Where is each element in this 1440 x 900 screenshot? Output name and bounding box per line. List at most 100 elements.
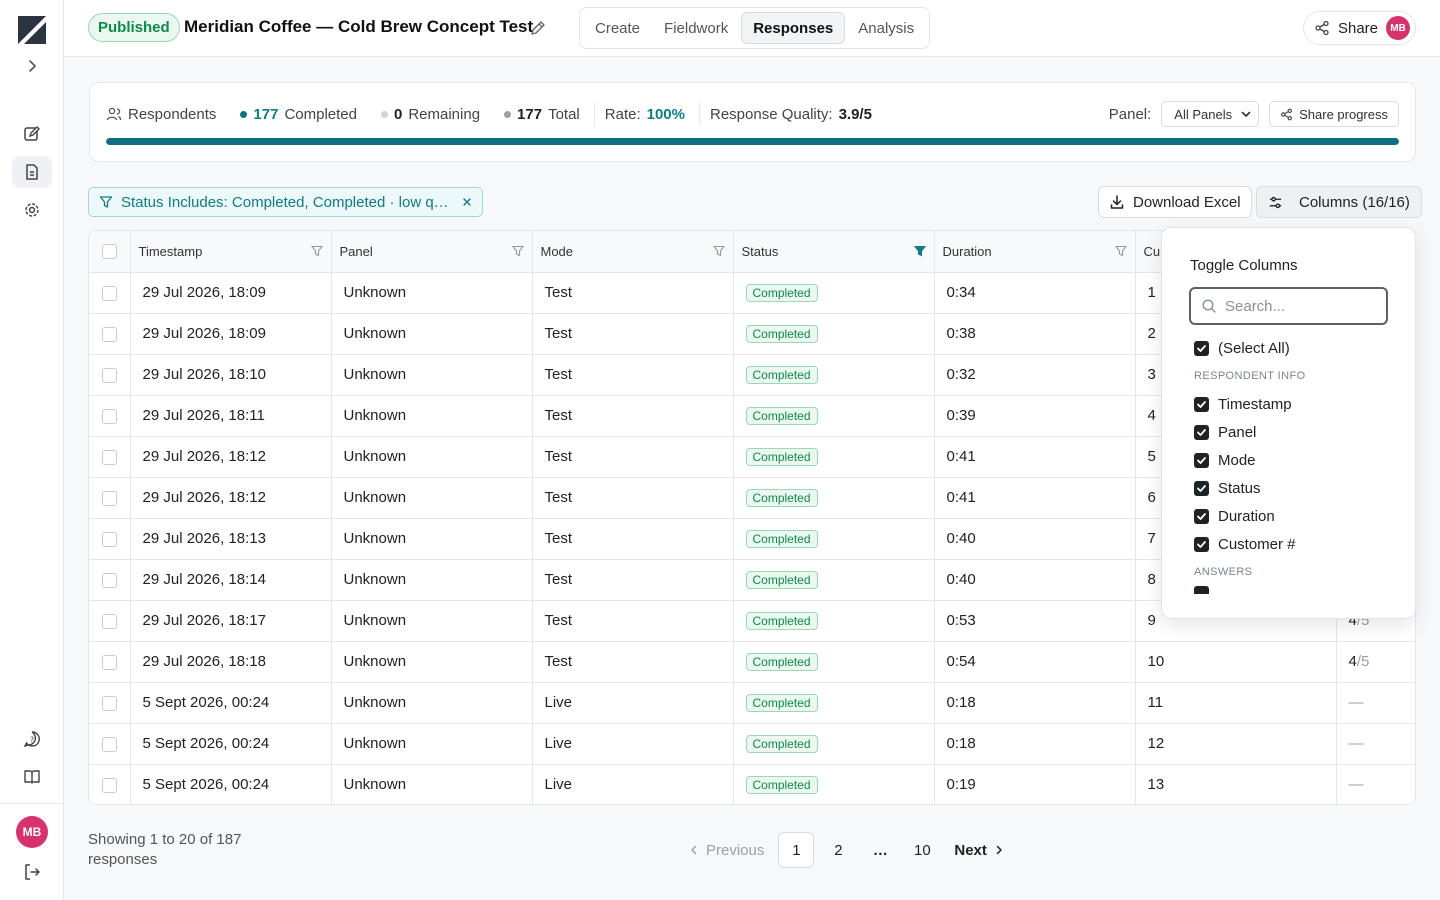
previous-page-button[interactable]: Previous xyxy=(680,832,772,868)
download-icon xyxy=(1110,195,1124,209)
col-mode[interactable]: Mode xyxy=(532,231,734,273)
column-toggle-label: Panel xyxy=(1218,423,1257,441)
row-checkbox[interactable] xyxy=(101,285,117,301)
cell-timestamp: 29 Jul 2026, 18:18 xyxy=(130,641,332,683)
column-toggle[interactable]: Timestamp xyxy=(1194,390,1405,418)
check-icon xyxy=(1197,400,1206,408)
status-badge: Completed xyxy=(745,570,818,589)
row-checkbox[interactable] xyxy=(101,531,117,547)
cell-mode: Test xyxy=(532,354,734,396)
filter-icon[interactable] xyxy=(1114,245,1127,257)
share-progress-button[interactable]: Share progress xyxy=(1269,101,1399,127)
tab-analysis[interactable]: Analysis xyxy=(858,19,915,37)
status-filter-chip[interactable]: Status Includes: Completed, Completed · … xyxy=(88,187,483,217)
close-icon[interactable] xyxy=(462,197,472,207)
filter-active-icon[interactable] xyxy=(913,245,926,257)
table-row[interactable]: 5 Sept 2026, 00:24 Unknown Live Completed 0:… xyxy=(89,764,1415,804)
column-toggle-partial[interactable] xyxy=(1194,586,1405,594)
select-all-toggle[interactable]: (Select All) xyxy=(1194,334,1405,362)
checkbox-checked[interactable] xyxy=(1194,508,1209,524)
column-toggle[interactable]: Panel xyxy=(1194,418,1405,446)
tab-create[interactable]: Create xyxy=(595,19,641,37)
expand-icon[interactable] xyxy=(22,56,42,76)
table-row[interactable]: 29 Jul 2026, 18:18 Unknown Test Completed 0:… xyxy=(89,641,1415,683)
page-button-1[interactable]: 1 xyxy=(778,832,815,868)
nav-help[interactable]: ? xyxy=(12,723,52,755)
sliders-icon xyxy=(1269,196,1282,208)
row-checkbox[interactable] xyxy=(101,449,117,465)
column-toggle[interactable]: Status xyxy=(1194,474,1405,502)
checkbox-checked[interactable] xyxy=(1194,480,1209,496)
remaining-stat: 0 Remaining xyxy=(380,106,480,123)
panel-select[interactable]: All Panels xyxy=(1161,101,1260,127)
checkbox-checked[interactable] xyxy=(1194,396,1209,412)
status-badge: Completed xyxy=(745,652,818,671)
checkbox-checked[interactable] xyxy=(1194,424,1209,440)
col-panel[interactable]: Panel xyxy=(331,231,533,273)
cell-mode: Test xyxy=(532,313,734,355)
cell-panel: Unknown xyxy=(331,395,533,437)
column-toggle-label: Status xyxy=(1218,479,1261,497)
cell-duration: 0:32 xyxy=(934,354,1136,396)
nav-settings[interactable] xyxy=(12,194,52,226)
check-icon xyxy=(1197,540,1206,548)
nav-responses[interactable] xyxy=(12,156,52,188)
checkbox-checked[interactable] xyxy=(1194,586,1209,594)
filter-icon[interactable] xyxy=(712,245,725,257)
table-row[interactable]: 5 Sept 2026, 00:24 Unknown Live Completed 0:… xyxy=(89,723,1415,765)
row-select-cell xyxy=(89,354,131,396)
checkbox-checked[interactable] xyxy=(1194,536,1209,552)
checkbox-checked[interactable] xyxy=(1194,452,1209,468)
remaining-dot xyxy=(380,110,388,118)
col-status[interactable]: Status xyxy=(733,231,935,273)
row-checkbox[interactable] xyxy=(101,408,117,424)
cell-timestamp: 29 Jul 2026, 18:09 xyxy=(130,313,332,355)
filter-icon[interactable] xyxy=(511,245,524,257)
row-checkbox[interactable] xyxy=(101,654,117,670)
row-checkbox[interactable] xyxy=(101,736,117,752)
column-search-input[interactable]: Search... xyxy=(1189,287,1388,325)
cell-customer: 13 xyxy=(1135,764,1337,804)
next-page-button[interactable]: Next xyxy=(946,832,1013,868)
pencil-icon[interactable] xyxy=(528,18,548,38)
logout-icon[interactable] xyxy=(22,862,42,882)
col-timestamp[interactable]: Timestamp xyxy=(130,231,332,273)
avatar[interactable]: MB xyxy=(16,816,48,848)
row-checkbox[interactable] xyxy=(101,572,117,588)
page-button-2[interactable]: 2 xyxy=(834,841,843,859)
cell-status: Completed xyxy=(733,395,935,437)
total-dot xyxy=(504,110,512,118)
logo-icon[interactable] xyxy=(18,16,46,44)
share-button[interactable]: Share MB xyxy=(1302,11,1416,45)
score-denominator: /5 xyxy=(1356,653,1370,670)
tab-fieldwork[interactable]: Fieldwork xyxy=(664,19,729,37)
table-row[interactable]: 5 Sept 2026, 00:24 Unknown Live Completed 0:… xyxy=(89,682,1415,724)
row-checkbox[interactable] xyxy=(101,613,117,629)
column-toggle[interactable]: Mode xyxy=(1194,446,1405,474)
select-all-checkbox[interactable] xyxy=(101,244,117,260)
column-toggle[interactable]: Customer # xyxy=(1194,530,1405,558)
row-checkbox[interactable] xyxy=(101,326,117,342)
row-checkbox[interactable] xyxy=(101,367,117,383)
row-checkbox[interactable] xyxy=(101,695,117,711)
nav-create[interactable] xyxy=(12,118,52,150)
cell-panel: Unknown xyxy=(331,764,533,804)
cell-panel: Unknown xyxy=(331,477,533,519)
columns-button[interactable]: Columns (16/16) xyxy=(1256,186,1422,218)
filter-icon[interactable] xyxy=(310,245,323,257)
status-badge: Completed xyxy=(745,488,818,507)
table-row[interactable]: 29 Jul 2026, 18:17 Unknown Test Completed 0:… xyxy=(89,600,1415,642)
tab-responses[interactable]: Responses xyxy=(741,12,846,44)
left-rail: ? MB xyxy=(0,0,64,900)
row-select-cell xyxy=(89,764,131,804)
download-excel-button[interactable]: Download Excel xyxy=(1098,186,1252,218)
row-checkbox[interactable] xyxy=(101,490,117,506)
checkbox-checked[interactable] xyxy=(1194,340,1209,356)
column-toggle[interactable]: Duration xyxy=(1194,502,1405,530)
col-duration[interactable]: Duration xyxy=(934,231,1136,273)
page-button-10[interactable]: 10 xyxy=(914,841,931,859)
cell-duration: 0:41 xyxy=(934,477,1136,519)
row-checkbox[interactable] xyxy=(101,777,117,793)
avatar[interactable]: MB xyxy=(1386,16,1410,40)
nav-docs[interactable] xyxy=(12,761,52,793)
